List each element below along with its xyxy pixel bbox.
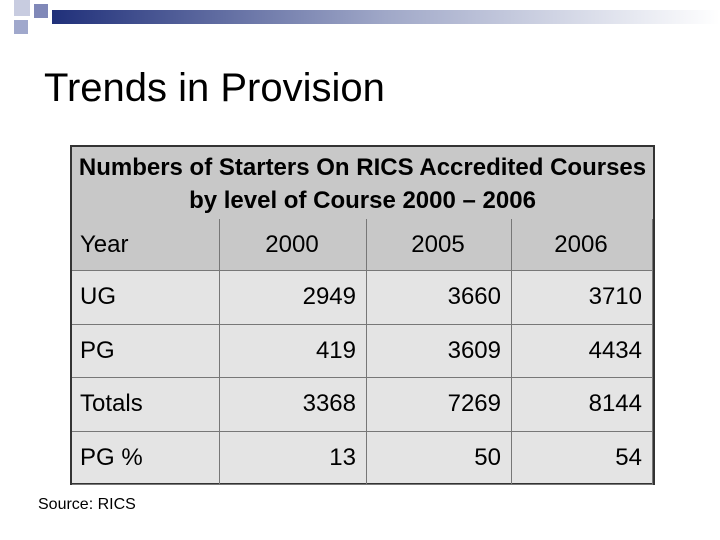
column-header: 2000 <box>220 219 367 271</box>
square <box>14 0 30 16</box>
table-cell: 7269 <box>367 378 512 432</box>
column-header: Year <box>72 219 220 271</box>
table-cell: 8144 <box>512 378 653 432</box>
table-cell: 3660 <box>367 271 512 325</box>
square <box>34 4 48 18</box>
table-cell: 4434 <box>512 324 653 378</box>
title: Trends in Provision <box>44 66 385 110</box>
row-label: PG <box>72 324 220 378</box>
table-cell: 3710 <box>512 271 653 325</box>
table-cell: 3368 <box>220 378 367 432</box>
row-label: Totals <box>72 378 220 432</box>
table-cell: 419 <box>220 324 367 378</box>
square <box>14 20 28 34</box>
table-cell: 54 <box>512 431 653 485</box>
table-cell: 2949 <box>220 271 367 325</box>
table-caption: Numbers of Starters On RICS Accredited C… <box>72 147 653 219</box>
table-cell: 50 <box>367 431 512 485</box>
column-header: 2005 <box>367 219 512 271</box>
table-cell: 3609 <box>367 324 512 378</box>
bar <box>52 10 720 24</box>
source: Source: RICS <box>38 496 136 513</box>
table-cell: 13 <box>220 431 367 485</box>
table: Numbers of Starters On RICS Accredited C… <box>70 145 655 485</box>
row-label: PG % <box>72 431 220 485</box>
column-header: 2006 <box>512 219 653 271</box>
row-label: UG <box>72 271 220 325</box>
decoration <box>14 0 720 34</box>
